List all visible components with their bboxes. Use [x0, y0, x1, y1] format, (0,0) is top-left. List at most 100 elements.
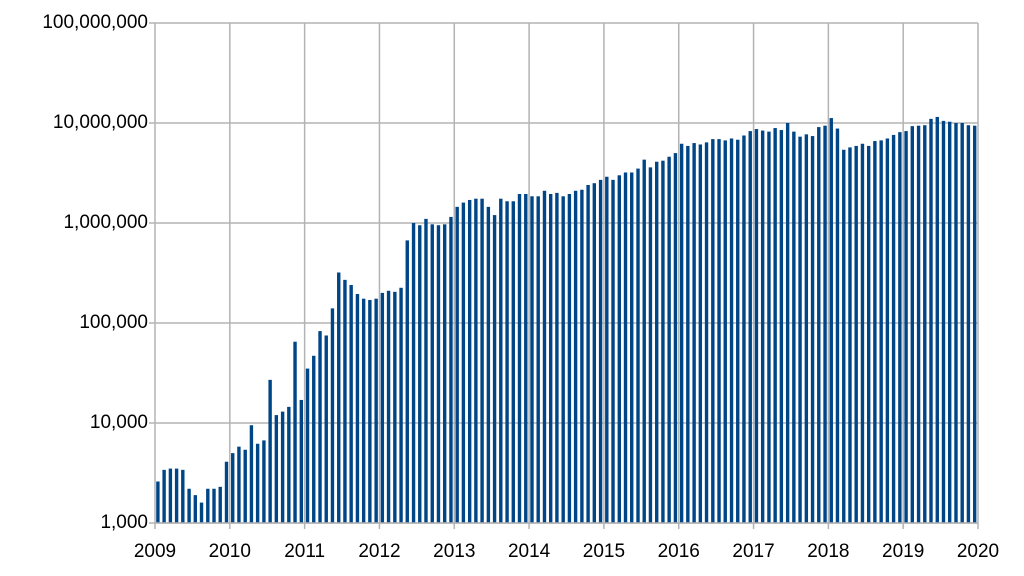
bar [935, 116, 939, 524]
bar [729, 138, 734, 524]
y-tick-label: 10,000 [90, 412, 148, 433]
x-tick-label: 2017 [732, 541, 774, 562]
bar [231, 453, 235, 523]
bar [948, 121, 952, 523]
bar [193, 495, 198, 523]
bar [411, 223, 416, 523]
bar [879, 140, 883, 523]
bar [885, 138, 890, 524]
bar [860, 143, 865, 523]
bar [611, 179, 615, 523]
x-tick-label: 2010 [209, 541, 251, 562]
bar [405, 240, 409, 523]
bar [804, 134, 809, 523]
bar [287, 406, 291, 523]
bar [361, 298, 366, 523]
bar [542, 190, 547, 523]
x-tick-label: 2016 [658, 541, 700, 562]
bar [598, 179, 603, 523]
bar [648, 167, 653, 523]
bar [617, 175, 622, 523]
bar [461, 202, 466, 523]
bar [742, 135, 746, 523]
bar [623, 172, 628, 524]
bar [810, 136, 815, 523]
bar [736, 139, 740, 523]
bar [785, 123, 790, 523]
bar [430, 224, 434, 524]
bar [773, 128, 777, 523]
bar [754, 129, 759, 523]
bar [199, 502, 204, 523]
bar [630, 172, 634, 524]
bar [567, 193, 572, 524]
bar [711, 139, 715, 523]
bar [661, 160, 665, 524]
y-tick-label: 100,000,000 [42, 12, 148, 33]
bar [605, 176, 609, 523]
y-tick-label: 1,000,000 [63, 212, 148, 233]
bar [343, 279, 347, 523]
bar [692, 143, 696, 523]
x-tick-label: 2014 [508, 541, 551, 562]
bar [842, 149, 846, 523]
bar [929, 118, 933, 524]
bar [449, 216, 453, 523]
bar [505, 201, 509, 524]
bar [673, 153, 678, 523]
y-tick-label: 10,000,000 [53, 112, 148, 133]
bar [679, 143, 684, 523]
bar [704, 142, 709, 523]
bar [312, 355, 316, 523]
bar [162, 469, 166, 523]
bar [168, 468, 173, 523]
bar [318, 331, 322, 523]
bar [835, 128, 840, 523]
bar [966, 125, 971, 524]
bar [823, 125, 827, 523]
bar [249, 425, 254, 523]
bar [424, 218, 428, 524]
bar [891, 134, 896, 523]
bar [530, 196, 534, 523]
bar [237, 446, 241, 523]
bar [779, 130, 784, 523]
bar [517, 193, 522, 524]
bar [274, 415, 279, 523]
y-tick-label: 100,000 [79, 312, 148, 333]
bar [380, 292, 385, 523]
bar [181, 469, 185, 523]
x-tick-label: 2019 [882, 541, 924, 562]
bar [337, 272, 341, 523]
bar [293, 341, 297, 523]
bar [723, 140, 727, 523]
bar [156, 481, 160, 523]
x-tick-label: 2015 [583, 541, 625, 562]
bar [218, 486, 222, 523]
bar [561, 196, 565, 523]
bar [480, 198, 484, 523]
bar [873, 141, 877, 524]
bar [255, 443, 260, 523]
bar [592, 183, 597, 523]
bar [923, 125, 927, 524]
bar [848, 147, 852, 523]
bar [573, 190, 578, 523]
bar [760, 130, 765, 523]
bar [386, 290, 391, 523]
bar [548, 193, 553, 524]
x-tick-label: 2009 [134, 541, 176, 562]
bar [667, 156, 671, 523]
bar [467, 199, 472, 523]
bar [767, 131, 771, 523]
bar [212, 488, 216, 523]
bar [580, 189, 584, 523]
bar [436, 225, 441, 523]
bar [499, 198, 503, 523]
bar [686, 145, 690, 523]
bar [960, 123, 964, 523]
x-tick-label: 2011 [284, 541, 325, 562]
bar [330, 308, 335, 523]
bar [642, 159, 646, 524]
